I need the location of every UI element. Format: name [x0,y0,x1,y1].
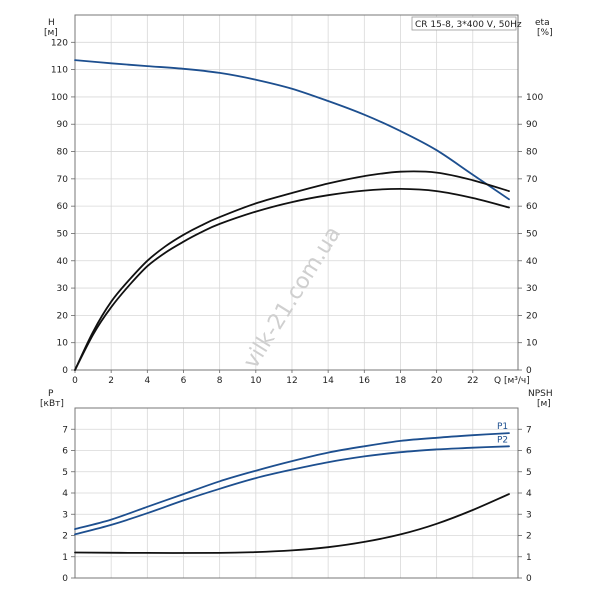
bottom-right-axis-unit: [м] [537,399,551,409]
top-right-axis-ticks: 0 10 20 30 40 50 60 70 80 90 100 [518,93,543,376]
top-left-tick-label-90: 90 [57,120,69,130]
bottom-right-tick-label-4: 4 [526,489,532,499]
bottom-left-axis-unit: [кВт] [40,399,64,409]
top-left-axis-ticks: 0 10 20 30 40 50 60 70 80 90 100 110 120 [51,38,75,376]
top-right-tick-label-60: 60 [526,202,538,212]
top-x-tick-label-10: 10 [250,376,262,386]
bottom-series-line-p1 [74,432,510,530]
top-left-tick-label-10: 10 [57,339,69,349]
top-left-tick-label-100: 100 [51,93,68,103]
bottom-right-tick-label-5: 5 [526,468,532,478]
bottom-series-line-p2 [74,445,510,536]
bottom-left-tick-label-5: 5 [62,468,68,478]
chart-title-box [411,16,517,31]
top-right-tick-label-10: 10 [526,339,538,349]
top-x-tick-label-6: 6 [181,376,187,386]
bottom-left-tick-label-3: 3 [62,510,68,520]
top-right-tick-label-100: 100 [526,93,543,103]
bottom-series-label-p2: P2 [497,435,508,445]
bottom-right-tick-label-0: 0 [526,574,532,584]
bottom-right-tick-label-2: 2 [526,532,532,542]
top-left-tick-label-70: 70 [57,175,69,185]
bottom-left-tick-label-1: 1 [62,553,68,563]
top-left-tick-label-0: 0 [62,366,68,376]
bottom-right-axis-ticks: 0 1 2 3 4 5 6 7 [518,425,532,584]
top-left-tick-label-110: 110 [51,66,68,76]
watermark-text: vilk-21.com.ua [239,222,346,373]
top-x-tick-label-12: 12 [286,376,297,386]
top-x-tick-label-18: 18 [395,376,407,386]
top-left-axis-unit: [м] [44,28,58,38]
top-left-tick-label-120: 120 [51,38,68,48]
top-right-tick-label-80: 80 [526,148,538,158]
bottom-left-tick-label-6: 6 [62,447,68,457]
top-x-tick-label-16: 16 [359,376,371,386]
top-panel-series [74,59,510,371]
top-left-tick-label-50: 50 [57,229,69,239]
bottom-panel-grid [75,408,518,578]
bottom-left-axis-ticks: 0 1 2 3 4 5 6 7 [62,425,75,584]
bottom-series-label-p1: P1 [497,422,508,432]
bottom-left-axis-label: P [48,389,54,399]
top-left-tick-label-40: 40 [57,257,69,267]
bottom-left-tick-label-0: 0 [62,574,68,584]
top-x-tick-label-0: 0 [72,376,78,386]
top-x-tick-label-8: 8 [217,376,223,386]
top-right-tick-label-30: 30 [526,284,538,294]
top-right-tick-label-70: 70 [526,175,538,185]
top-left-tick-label-30: 30 [57,284,69,294]
top-panel-frame [74,14,519,371]
top-series-line-2 [74,170,510,371]
top-left-tick-label-80: 80 [57,148,69,158]
bottom-right-axis-label: NPSH [528,389,553,399]
top-right-tick-label-90: 90 [526,120,538,130]
bottom-left-tick-label-4: 4 [62,489,68,499]
bottom-right-tick-label-3: 3 [526,510,532,520]
top-x-tick-label-2: 2 [108,376,114,386]
top-x-axis-ticks: 0 2 4 6 8 10 12 14 16 18 20 22 [72,370,479,386]
chart-title: CR 15-8, 3*400 V, 50Hz [415,20,522,30]
top-right-axis-unit: [%] [537,28,553,38]
top-x-axis-label: Q [м³/ч] [494,376,530,386]
top-left-axis-label: H [48,18,55,28]
bottom-left-tick-label-2: 2 [62,532,68,542]
bottom-right-tick-label-6: 6 [526,447,532,457]
top-series-line-0 [74,59,510,201]
bottom-left-tick-label-7: 7 [62,425,68,435]
top-right-tick-label-50: 50 [526,229,538,239]
bottom-right-tick-label-1: 1 [526,553,532,563]
bottom-series-line-2 [74,493,510,554]
top-x-tick-label-20: 20 [431,376,443,386]
top-series-line-1 [74,187,510,371]
top-right-tick-label-20: 20 [526,311,538,321]
top-panel-grid [75,15,518,370]
top-right-tick-label-0: 0 [526,366,532,376]
top-left-tick-label-20: 20 [57,311,69,321]
top-right-axis-label: eta [535,18,550,28]
top-x-tick-label-4: 4 [144,376,150,386]
top-left-tick-label-60: 60 [57,202,69,212]
bottom-right-tick-label-7: 7 [526,425,532,435]
top-x-tick-label-22: 22 [467,376,478,386]
top-right-tick-label-40: 40 [526,257,538,267]
top-x-tick-label-14: 14 [322,376,334,386]
